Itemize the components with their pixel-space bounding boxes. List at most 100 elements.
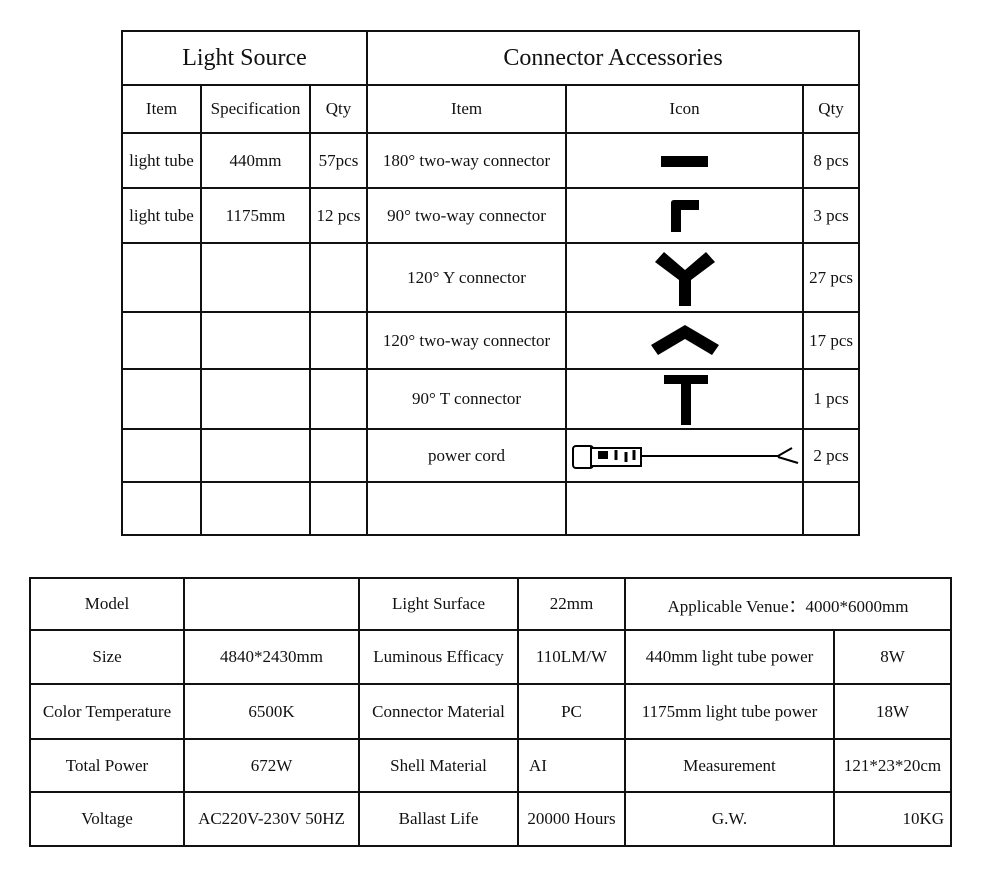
- light-source-header: Item: [121, 84, 202, 134]
- spec-label: Shell Material: [358, 738, 519, 793]
- angle-connector-icon: [568, 323, 801, 359]
- connector-icon-cell: [565, 428, 805, 483]
- connector-item: 120° two-way connector: [366, 311, 568, 370]
- connector-icon-cell: [565, 187, 805, 244]
- connector-qty: 3 pcs: [802, 187, 861, 244]
- light-source-cell: [121, 481, 202, 536]
- light-source-cell: [121, 428, 202, 483]
- spec-label: Connector Material: [358, 683, 519, 740]
- light-source-cell: [200, 428, 311, 483]
- light-source-cell: [121, 311, 202, 370]
- light-source-cell: [200, 242, 311, 313]
- spec-label: Voltage: [29, 791, 185, 847]
- light-source-cell: [200, 311, 311, 370]
- straight-connector-icon: [568, 151, 801, 171]
- spec-label: 1175mm light tube power: [624, 683, 835, 740]
- spec-value: PC: [517, 683, 626, 740]
- light-source-cell: light tube: [121, 187, 202, 244]
- light-source-cell: [121, 242, 202, 313]
- spec-label: Light Surface: [358, 577, 519, 631]
- spec-value: 8W: [833, 629, 952, 685]
- spec-value: 4840*2430mm: [183, 629, 360, 685]
- spec-value: 672W: [183, 738, 360, 793]
- spec-value: 110LM/W: [517, 629, 626, 685]
- spec-value: AC220V-230V 50HZ: [183, 791, 360, 847]
- spec-label: G.W.: [624, 791, 835, 847]
- spec-label: Luminous Efficacy: [358, 629, 519, 685]
- spec-label: Model: [29, 577, 185, 631]
- table-row: 120° Y connector 27 pcs: [121, 242, 861, 313]
- table-row: 90° T connector 1 pcs: [121, 368, 861, 430]
- spec-label: 440mm light tube power: [624, 629, 835, 685]
- connector-accessories-title: Connector Accessories: [366, 30, 861, 86]
- light-source-cell: [200, 368, 311, 430]
- light-source-cell: [200, 481, 311, 536]
- power-cord-icon: [568, 438, 801, 474]
- connector-header: Icon: [565, 84, 805, 134]
- spec-row: Color Temperature 6500K Connector Material…: [29, 683, 952, 740]
- t-connector-icon: [568, 371, 801, 427]
- light-source-cell: 57pcs: [308, 132, 369, 189]
- connector-item: 90° two-way connector: [366, 187, 568, 244]
- light-source-cell: [308, 428, 369, 483]
- connector-qty: 2 pcs: [802, 428, 861, 483]
- connector-icon-cell: [565, 368, 805, 430]
- connector-item: 120° Y connector: [366, 242, 568, 313]
- light-source-cell: light tube: [121, 132, 202, 189]
- light-source-cell: [308, 311, 369, 370]
- table-row: light tube 440mm 57pcs 180° two-way connect…: [121, 132, 861, 189]
- elbow-connector-icon: [568, 196, 801, 236]
- spec-value: 10KG: [833, 791, 952, 847]
- spec-value: 6500K: [183, 683, 360, 740]
- connector-qty: 8 pcs: [802, 132, 861, 189]
- connector-item: 90° T connector: [366, 368, 568, 430]
- light-source-cell: 12 pcs: [308, 187, 369, 244]
- connector-qty: 17 pcs: [802, 311, 861, 370]
- connector-qty: 1 pcs: [802, 368, 861, 430]
- spec-row: Voltage AC220V-230V 50HZ Ballast Life 20000…: [29, 791, 952, 847]
- spec-label: Ballast Life: [358, 791, 519, 847]
- connector-header: Qty: [802, 84, 861, 134]
- table-row: power cord 2 pcs: [121, 428, 861, 483]
- connector-item: power cord: [366, 428, 568, 483]
- light-source-cell: [308, 368, 369, 430]
- light-source-cell: [308, 242, 369, 313]
- spec-row: Total Power 672W Shell Material AI Measureme…: [29, 738, 952, 793]
- spec-row: Size 4840*2430mm Luminous Efficacy 110LM/W 4…: [29, 629, 952, 685]
- connector-qty: 27 pcs: [802, 242, 861, 313]
- light-source-cell: [121, 368, 202, 430]
- connector-icon-cell: [565, 132, 805, 189]
- spec-value: 18W: [833, 683, 952, 740]
- connector-qty: [802, 481, 861, 536]
- connector-icon-cell: [565, 242, 805, 313]
- connector-item: 180° two-way connector: [366, 132, 568, 189]
- light-source-title: Light Source: [120, 30, 369, 86]
- table-row: 120° two-way connector 17 pcs: [121, 311, 861, 370]
- y-connector-icon: [568, 248, 801, 308]
- light-source-header: Specification: [200, 84, 311, 134]
- light-source-cell: 1175mm: [200, 187, 311, 244]
- light-source-cell: 440mm: [200, 132, 311, 189]
- spec-value: [183, 577, 360, 631]
- table-row: [121, 481, 861, 536]
- spec-label: Measurement: [624, 738, 835, 793]
- spec-label: Total Power: [29, 738, 185, 793]
- spec-label: Color Temperature: [29, 683, 185, 740]
- connector-icon-cell: [565, 311, 805, 370]
- specifications-table: Model Light Surface 22mm Applicable Venue：4…: [29, 577, 952, 847]
- spec-label: Applicable Venue：4000*6000mm: [624, 577, 952, 631]
- table-row: light tube 1175mm 12 pcs 90° two-way connec…: [121, 187, 861, 244]
- spec-row: Model Light Surface 22mm Applicable Venue：4…: [29, 577, 952, 631]
- spec-value: 121*23*20cm: [833, 738, 952, 793]
- connector-item: [366, 481, 568, 536]
- connector-header: Item: [366, 84, 568, 134]
- spec-value: AI: [517, 738, 626, 793]
- spec-label: Size: [29, 629, 185, 685]
- spec-value: 22mm: [517, 577, 626, 631]
- product-contents-table: Light Source Connector Accessories Item S…: [120, 30, 861, 536]
- light-source-header: Qty: [308, 84, 369, 134]
- spec-value: 20000 Hours: [517, 791, 626, 847]
- light-source-cell: [308, 481, 369, 536]
- connector-icon-cell: [565, 481, 805, 536]
- column-header-row: Item Specification Qty Item Icon Qty: [121, 84, 861, 134]
